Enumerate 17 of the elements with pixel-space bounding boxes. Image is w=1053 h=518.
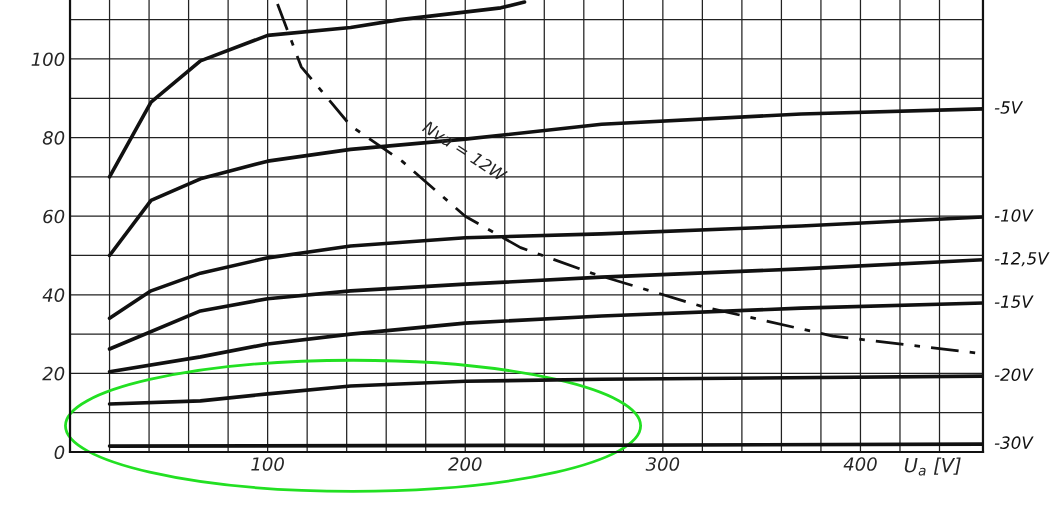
y-tick-label: 80: [42, 131, 65, 145]
x-tick-label: 300: [645, 457, 680, 471]
series-label: -5V: [994, 101, 1024, 114]
y-tick-label: 20: [42, 366, 65, 381]
y-tick-label: 100: [31, 52, 65, 67]
x-tick-label: 200: [448, 457, 482, 471]
series-label: -12,5V: [994, 252, 1050, 267]
x-axis-title: U$_{a}$ [V]: [904, 457, 961, 476]
y-tick-label: 40: [42, 288, 65, 302]
series-label: -20V: [994, 368, 1034, 381]
series-label: -10V: [994, 209, 1034, 222]
y-tick-label: 60: [43, 209, 65, 224]
y-tick-label: 0: [54, 445, 65, 460]
series-label: -15V: [994, 295, 1034, 308]
series-label: -30V: [994, 436, 1034, 449]
x-tick-label: 100: [251, 457, 284, 471]
x-tick-label: 400: [843, 457, 877, 471]
